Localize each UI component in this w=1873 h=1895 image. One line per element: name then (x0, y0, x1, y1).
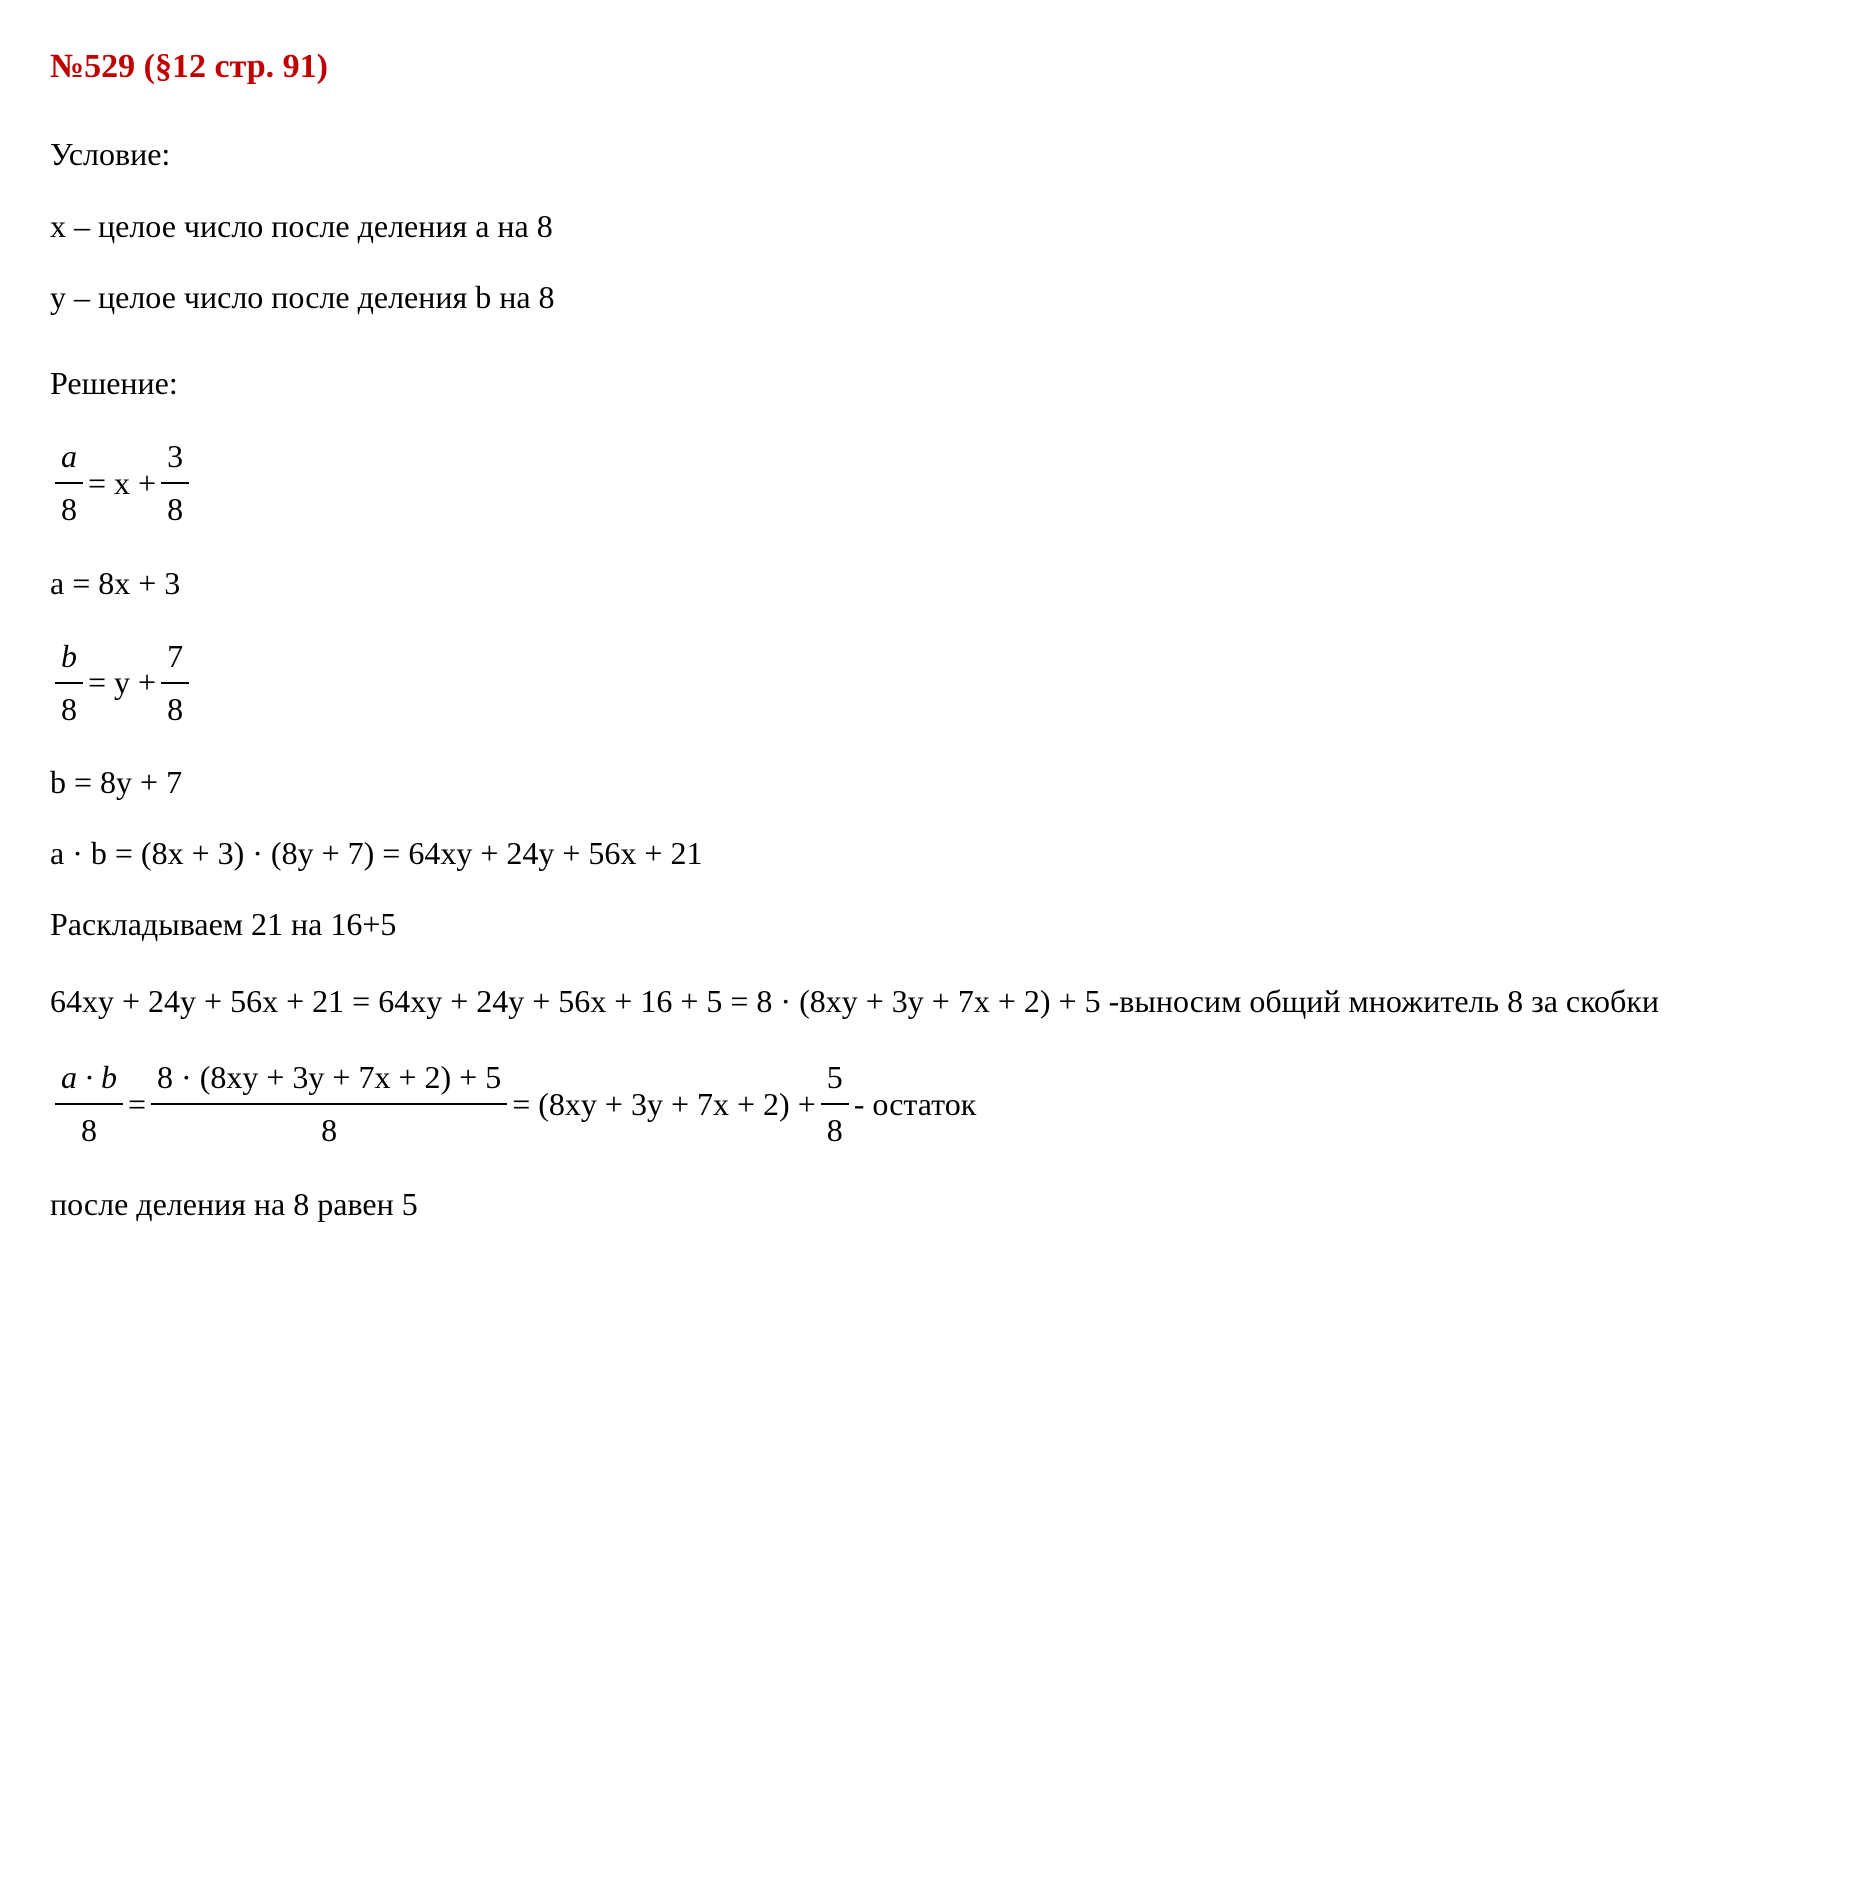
numerator: 3 (161, 431, 189, 484)
denominator: 8 (161, 484, 189, 535)
denominator: 8 (55, 684, 83, 735)
numerator: 7 (161, 631, 189, 684)
equation-text: = y + (88, 657, 156, 708)
denominator: 8 (55, 484, 83, 535)
numerator: a (55, 431, 83, 484)
fraction: a 8 (55, 431, 83, 535)
note-1: Раскладываем 21 на 16+5 (50, 899, 1823, 950)
exercise-heading: №529 (§12 стр. 91) (50, 40, 1823, 94)
final-line: после деления на 8 равен 5 (50, 1179, 1823, 1230)
fraction: 7 8 (161, 631, 189, 735)
numerator: 5 (821, 1052, 849, 1105)
equation-text: - остаток (854, 1079, 977, 1130)
equation-3: b 8 = y + 7 8 (50, 631, 1823, 735)
denominator: 8 (821, 1105, 849, 1156)
equation-1: a 8 = x + 3 8 (50, 431, 1823, 535)
denominator: 8 (161, 684, 189, 735)
equation-6: 64xy + 24y + 56x + 21 = 64xy + 24y + 56x… (50, 973, 1823, 1031)
condition-label: Условие: (50, 129, 1823, 180)
equation-text: = (8xy + 3y + 7x + 2) + (512, 1079, 816, 1130)
condition-line-1: x – целое число после деления a на 8 (50, 201, 1823, 252)
numerator: 8 · (8xy + 3y + 7x + 2) + 5 (151, 1052, 507, 1105)
equation-5: a · b = (8x + 3) · (8y + 7) = 64xy + 24y… (50, 828, 1823, 879)
equation-2: a = 8x + 3 (50, 558, 1823, 609)
fraction: a · b 8 (55, 1052, 123, 1156)
solution-label: Решение: (50, 358, 1823, 409)
fraction: 3 8 (161, 431, 189, 535)
fraction-num-text: a · b (61, 1059, 117, 1095)
numerator: b (55, 631, 83, 684)
numerator: a · b (55, 1052, 123, 1105)
condition-line-2: y – целое число после деления b на 8 (50, 272, 1823, 323)
denominator: 8 (75, 1105, 103, 1156)
denominator: 8 (315, 1105, 343, 1156)
fraction: b 8 (55, 631, 83, 735)
fraction: 8 · (8xy + 3y + 7x + 2) + 5 8 (151, 1052, 507, 1156)
fraction: 5 8 (821, 1052, 849, 1156)
equation-7: a · b 8 = 8 · (8xy + 3y + 7x + 2) + 5 8 … (50, 1052, 1823, 1156)
equation-text: = (128, 1079, 146, 1130)
equation-4: b = 8y + 7 (50, 757, 1823, 808)
equation-text: = x + (88, 458, 156, 509)
